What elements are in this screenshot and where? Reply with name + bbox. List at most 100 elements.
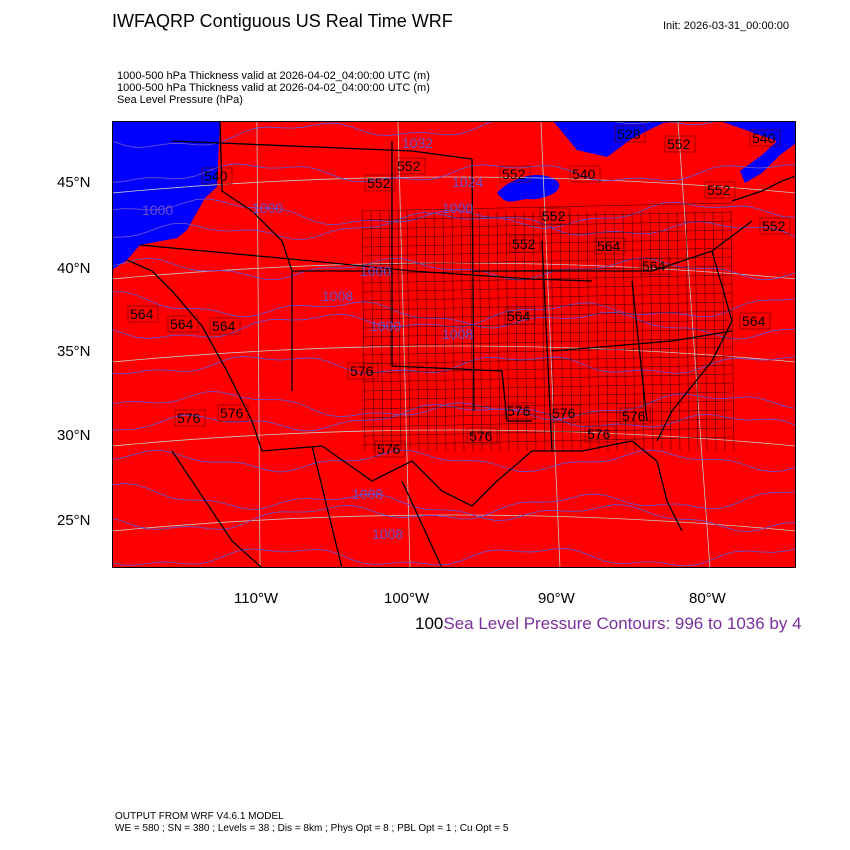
thickness-label-text: 564: [742, 313, 766, 329]
contour-info: 100Sea Level Pressure Contours: 996 to 1…: [415, 614, 802, 634]
thickness-fill-cold: [112, 121, 796, 270]
county-line: [577, 210, 582, 452]
label-box: [759, 217, 791, 235]
county-line: [424, 210, 429, 452]
county-line: [361, 346, 733, 356]
slp-contour: [112, 449, 796, 473]
thickness-label: 552: [509, 235, 541, 253]
thickness-label: 576: [217, 404, 249, 422]
thickness-label-text: 576: [507, 403, 531, 419]
slp-contour: [112, 201, 796, 240]
county-borders: [361, 202, 735, 452]
county-line: [361, 382, 733, 392]
thickness-label-text: 552: [502, 166, 526, 182]
thickness-label: 576: [466, 427, 498, 445]
thickness-label-text: 576: [552, 405, 576, 421]
county-line: [406, 210, 411, 452]
county-line: [442, 210, 447, 452]
county-line: [361, 301, 733, 311]
county-line: [658, 210, 663, 452]
thickness-label: 576: [374, 440, 406, 458]
thickness-label: 564: [127, 305, 159, 323]
slp-contour: [112, 198, 796, 238]
thickness-label-text: 564: [212, 318, 236, 334]
thickness-label: 552: [499, 165, 531, 183]
thickness-label-text: 540: [204, 168, 228, 184]
county-line: [649, 210, 654, 452]
pressure-label: 1008: [352, 486, 383, 502]
longitude-line: [677, 121, 711, 568]
thickness-label: 564: [739, 312, 771, 330]
lat-label-30: 30°N: [57, 427, 91, 444]
contour-info-text: Sea Level Pressure Contours: 996 to 1036…: [443, 614, 802, 633]
county-line: [694, 210, 699, 452]
label-box: [364, 174, 396, 192]
pressure-label: 1032: [402, 135, 433, 151]
thickness-label-text: 564: [642, 258, 666, 274]
init-time: Init: 2026-03-31_00:00:00: [663, 20, 789, 32]
label-box: [201, 167, 233, 185]
thickness-label-text: 576: [220, 405, 244, 421]
label-box: [209, 317, 241, 335]
thickness-label: 528: [614, 125, 646, 143]
label-box: [509, 235, 541, 253]
county-line: [361, 292, 733, 302]
slp-contours: [112, 121, 796, 567]
thickness-label-text: 540: [752, 130, 776, 146]
label-box: [664, 135, 696, 153]
slp-contour: [112, 291, 796, 340]
border-line: [311, 445, 343, 568]
county-line: [388, 210, 393, 452]
pressure-label: 1000: [370, 318, 401, 334]
label-box: [614, 125, 646, 143]
thickness-label-text: 576: [587, 426, 611, 442]
lon-label-90w: 90°W: [538, 590, 575, 607]
slp-contour: [112, 548, 796, 567]
county-line: [361, 220, 733, 230]
thickness-label-text: 576: [469, 428, 493, 444]
county-line: [361, 436, 733, 446]
county-line: [532, 210, 537, 452]
thickness-label-text: 552: [707, 182, 731, 198]
border-line: [552, 440, 683, 532]
map-frame: [112, 121, 796, 568]
pressure-label: 1000: [442, 200, 473, 216]
county-line: [361, 355, 733, 365]
county-line: [361, 409, 733, 419]
county-line: [703, 210, 708, 452]
thickness-label: 552: [664, 135, 696, 153]
pressure-label: 1008: [442, 326, 473, 342]
thickness-label: 576: [549, 404, 581, 422]
slp-contour: [112, 393, 796, 432]
thickness-label: 564: [167, 315, 199, 333]
thickness-label-text: 552: [667, 136, 691, 152]
thickness-label: 576: [174, 409, 206, 427]
county-line: [721, 210, 726, 452]
county-line: [361, 283, 733, 293]
thickness-label-text: 576: [622, 408, 646, 424]
latitude-line: [112, 514, 796, 532]
county-line: [361, 418, 733, 428]
thickness-label-text: 528: [617, 126, 641, 142]
longitude-line: [540, 121, 561, 568]
label-box: [167, 315, 199, 333]
subtitle-slp: Sea Level Pressure (hPa): [117, 94, 243, 106]
label-box: [549, 404, 581, 422]
subtitle-thickness-2: 1000-500 hPa Thickness valid at 2026-04-…: [117, 82, 430, 94]
footer-config: WE = 580 ; SN = 380 ; Levels = 38 ; Dis …: [115, 823, 509, 834]
thickness-label: 552: [759, 217, 791, 235]
border-line: [401, 480, 443, 568]
slp-contour: [112, 298, 796, 339]
thickness-label-text: 564: [170, 316, 194, 332]
thickness-label: 564: [594, 237, 626, 255]
county-line: [361, 202, 733, 212]
slp-contour: [112, 163, 796, 183]
border-line: [171, 450, 263, 568]
label-box: [466, 427, 498, 445]
county-line: [505, 210, 510, 452]
county-line: [415, 210, 420, 452]
plot-title: IWFAQRP Contiguous US Real Time WRF: [112, 11, 453, 31]
county-line: [451, 210, 456, 452]
border-line: [592, 220, 753, 272]
border-line: [471, 158, 475, 412]
